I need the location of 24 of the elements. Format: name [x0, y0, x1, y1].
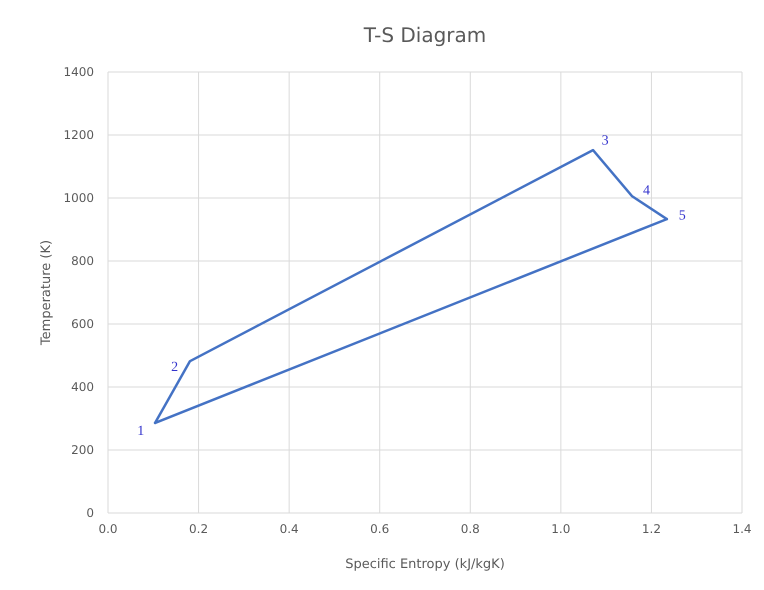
x-tick-label: 1.0 [551, 522, 570, 536]
x-tick-label: 0.6 [370, 522, 390, 536]
annotation: 3 [602, 134, 609, 149]
y-tick-label: 400 [71, 380, 94, 394]
y-tick-label: 1400 [63, 65, 94, 79]
y-tick-label: 1200 [63, 128, 94, 142]
x-tick-label: 0.2 [189, 522, 208, 536]
annotation: 1 [137, 424, 144, 439]
y-tick-label: 1000 [63, 191, 94, 205]
annotation: 2 [171, 360, 178, 375]
annotation: 5 [678, 208, 686, 224]
chart-title: T-S Diagram [362, 23, 486, 47]
y-tick-label: 800 [71, 254, 94, 268]
y-tick-label: 600 [71, 317, 94, 331]
x-tick-label: 0.4 [280, 522, 299, 536]
y-axis-title: Temperature (K) [39, 240, 54, 346]
annotation: 4 [643, 184, 650, 199]
y-tick-label: 200 [71, 443, 94, 457]
x-tick-label: 1.4 [732, 522, 752, 536]
y-tick-label: 0 [86, 506, 94, 520]
x-tick-label: 0.8 [460, 522, 480, 536]
x-tick-label: 0.0 [98, 522, 118, 536]
x-axis-title: Specific Entropy (kJ/kgK) [345, 557, 505, 572]
x-tick-label: 1.2 [642, 522, 661, 536]
